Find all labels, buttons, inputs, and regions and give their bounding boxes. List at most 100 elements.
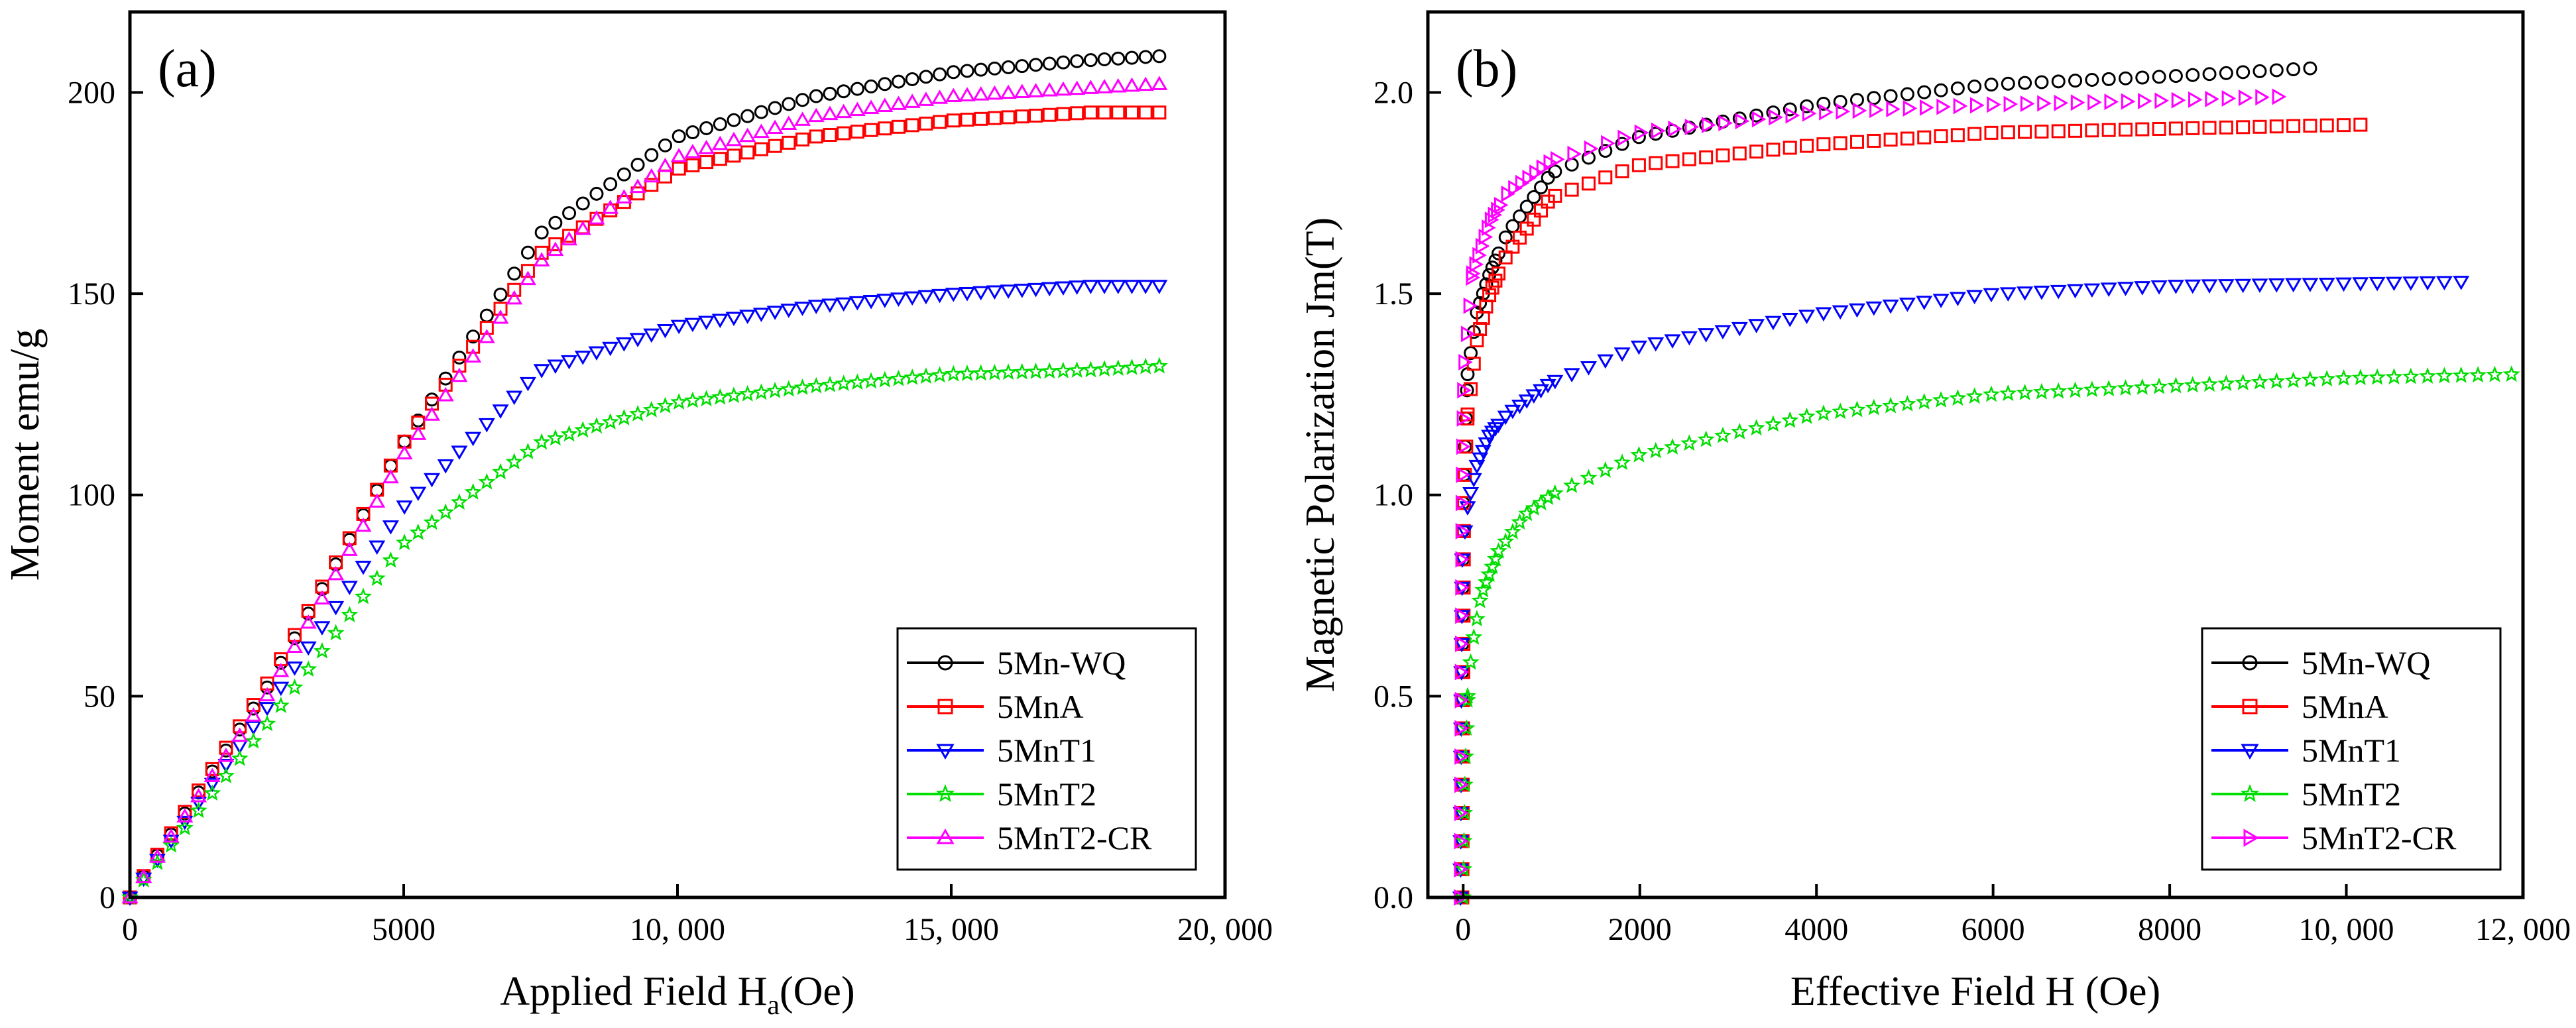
panel-b-marker-5MnA <box>2319 118 2334 133</box>
panel-b-marker-5MnT1 <box>2235 278 2252 294</box>
panel-a-marker-5MnA <box>233 719 247 734</box>
panel-b-marker-5MnT2-CR <box>2255 89 2270 106</box>
panel-b-marker-5MnT2 <box>1484 557 1501 575</box>
panel-b-marker-5Mn-WQ <box>2018 76 2032 90</box>
panel-a-marker-5Mn-WQ <box>507 266 522 281</box>
panel-a-marker-5MnT2-CR <box>245 707 262 722</box>
panel-b-marker-5MnT2 <box>2217 374 2235 392</box>
panel-a-series-5MnT2-CR <box>121 76 1168 903</box>
panel-a-marker-5MnT1 <box>341 581 358 595</box>
panel-a-marker-5MnA <box>1097 105 1112 120</box>
panel-a-marker-5MnT1 <box>1123 280 1140 294</box>
panel-a-marker-5MnT2-CR <box>1123 77 1140 92</box>
panel-b-marker-5Mn-WQ <box>2303 61 2317 76</box>
panel-b-marker-5MnT2 <box>2150 377 2168 394</box>
panel-a-marker-5MnT2-CR <box>1137 76 1154 91</box>
panel-a-marker-5MnT2 <box>190 801 207 819</box>
panel-b-marker-5MnT2 <box>1848 400 1866 418</box>
panel-a-y-tick-label: 200 <box>68 75 115 110</box>
panel-a-marker-5Mn-WQ <box>616 167 631 182</box>
panel-a-marker-5MnT2 <box>560 425 578 442</box>
panel-b-legend-item-5MnT2: 5MnT2 <box>2211 775 2401 813</box>
panel-a-marker-5MnT2-CR <box>725 131 742 146</box>
panel-b-marker-5Mn-WQ <box>2286 62 2301 77</box>
panel-b-marker-5Mn-WQ <box>1498 230 1513 245</box>
panel-b-marker-5MnT1 <box>1882 300 1899 314</box>
panel-b-marker-5MnT2-CR <box>1551 150 1565 168</box>
panel-b-marker-5MnT2-CR <box>1501 185 1516 202</box>
panel-a-marker-5MnT2-CR <box>231 727 249 742</box>
panel-b-marker-5Mn-WQ <box>1766 105 1781 120</box>
panel-a-marker-5MnT1 <box>424 473 441 488</box>
panel-a-marker-5MnT1 <box>437 459 454 474</box>
panel-b-marker-5MnT1 <box>1563 368 1580 383</box>
panel-b-marker-5MnT1 <box>1781 313 1798 327</box>
panel-b-marker-5Mn-WQ <box>2253 64 2267 78</box>
panel-a-marker-5MnT1 <box>725 312 742 327</box>
panel-a-marker-5MnT2-CR <box>1055 81 1072 96</box>
panel-b-marker-5MnA <box>1534 203 1549 218</box>
panel-a-marker-5MnT1 <box>492 404 509 419</box>
panel-a-series-group <box>121 49 1168 906</box>
panel-b-marker-5MnA <box>1598 170 1613 185</box>
panel-b-label: (b) <box>1456 40 1517 98</box>
panel-b-marker-5Mn-WQ <box>2186 68 2200 82</box>
panel-b-marker-5MnT2-CR <box>1455 551 1470 568</box>
panel-a-marker-5MnT2 <box>1137 357 1155 374</box>
panel-b-marker-5MnA <box>1564 182 1579 197</box>
panel-a-marker-5MnT1 <box>286 661 303 676</box>
panel-b-marker-5MnA <box>1716 148 1730 162</box>
panel-a-marker-5MnT1 <box>656 323 673 339</box>
panel-a-marker-5MnT2-CR <box>602 200 619 214</box>
panel-a-marker-5MnA <box>933 115 947 129</box>
panel-b-legend-item-5Mn-WQ: 5Mn-WQ <box>2211 644 2430 681</box>
panel-a-marker-5MnA <box>644 178 659 192</box>
panel-b-legend-label: 5MnT1 <box>2302 732 2401 769</box>
panel-b-legend-label: 5Mn-WQ <box>2302 644 2430 681</box>
panel-a-marker-5MnT2 <box>313 642 331 659</box>
panel-a-marker-5MnT2 <box>890 369 907 386</box>
panel-a-marker-5MnT2 <box>1109 359 1127 376</box>
panel-b-marker-5MnT2 <box>1798 407 1816 424</box>
panel-b-marker-5Mn-WQ <box>2001 76 2015 91</box>
panel-b-marker-5MnT2-CR <box>1529 164 1544 182</box>
panel-a-marker-5MnT1 <box>1151 280 1168 294</box>
panel-b-marker-5MnA <box>2018 125 2032 139</box>
panel-b-marker-5MnT2 <box>1747 419 1765 436</box>
panel-a-marker-5MnT2-CR <box>519 270 536 286</box>
panel-a-marker-5MnT2-CR <box>890 95 907 110</box>
panel-b-marker-5MnT1 <box>1490 418 1507 433</box>
panel-b-marker-5MnT2 <box>2502 365 2520 382</box>
panel-a-legend-item-5MnA: 5MnA <box>907 688 1084 725</box>
panel-a-marker-5Mn-WQ <box>699 121 714 135</box>
panel-b-marker-5MnT1 <box>1525 389 1543 404</box>
panel-a-marker-5Mn-WQ <box>630 158 645 172</box>
panel-a-legend-marker <box>935 784 955 803</box>
panel-b-marker-5MnT2 <box>1497 532 1515 549</box>
panel-b-marker-5MnT2-CR <box>1456 410 1472 427</box>
panel-b-marker-5MnT2-CR <box>1456 438 1471 455</box>
panel-a-marker-5MnT1 <box>547 359 564 374</box>
panel-b-marker-5MnT2 <box>2452 366 2470 383</box>
panel-a-marker-5MnT2-CR <box>1082 80 1099 94</box>
panel-b-marker-5MnT1 <box>1899 298 1916 312</box>
panel-b-marker-5MnT2 <box>1462 653 1480 670</box>
panel-b-marker-5MnT2-CR <box>1455 579 1470 596</box>
panel-a-marker-5MnT2 <box>876 371 894 388</box>
panel-a-marker-5MnT1 <box>478 418 495 433</box>
panel-a-plot-area <box>121 10 1227 906</box>
panel-b-marker-5MnA <box>1732 146 1747 161</box>
panel-b-y-axis-label: Magnetic Polarization Jm(T) <box>1298 217 1343 692</box>
panel-b-y-tick-label: 1.0 <box>1374 478 1413 513</box>
panel-a-marker-5MnT1 <box>1014 284 1031 298</box>
panel-a-legend-item-5MnT2-CR: 5MnT2-CR <box>907 819 1152 856</box>
panel-b-marker-5MnT1 <box>2217 279 2235 294</box>
panel-b-marker-5MnT2 <box>1518 504 1536 522</box>
panel-a-marker-5MnT1 <box>643 328 660 343</box>
panel-a-legend-marker <box>937 655 953 671</box>
panel-a-marker-5MnT1 <box>835 297 852 312</box>
panel-b-legend: 5Mn-WQ 5MnA 5MnT1 5MnT2 5MnT2-CR <box>2201 627 2502 871</box>
panel-a-marker-5MnA <box>809 129 823 144</box>
panel-a-marker-5MnT1 <box>1110 280 1127 294</box>
panel-b-marker-5MnT2 <box>1781 411 1799 428</box>
